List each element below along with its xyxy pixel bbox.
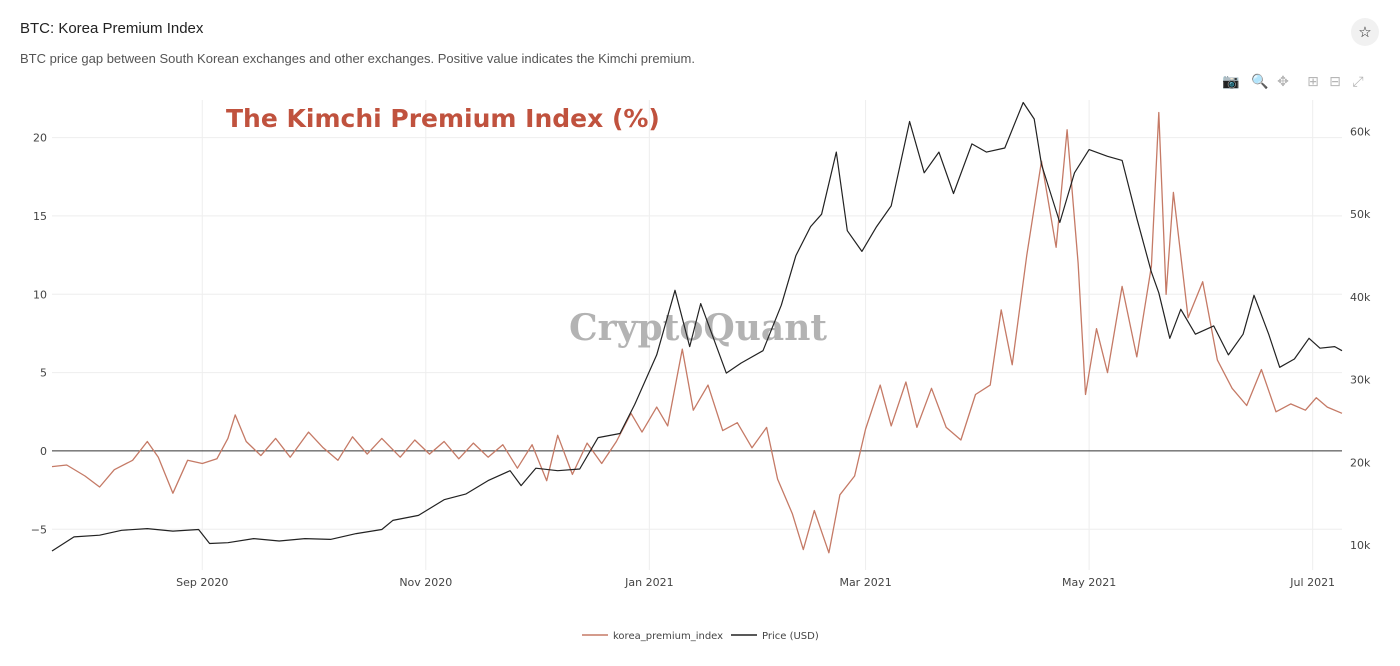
x-tick-label: Jul 2021 [1289, 576, 1335, 589]
x-tick-label: Sep 2020 [176, 576, 228, 589]
y-axis-left: 20 15 10 5 0 −5 [31, 132, 47, 537]
autoscale-icon[interactable]: ⤢ [1352, 72, 1364, 89]
y-axis-right: 60k 50k 40k 30k 20k 10k [1350, 125, 1371, 552]
chart-annotation: The Kimchi Premium Index (%) [226, 104, 660, 133]
legend-item-premium[interactable]: korea_premium_index [613, 631, 723, 642]
legend[interactable]: korea_premium_index Price (USD) [582, 631, 819, 642]
y-right-tick-label: 50k [1350, 208, 1371, 221]
y-left-tick-label: −5 [31, 523, 47, 536]
y-left-tick-label: 15 [33, 210, 47, 223]
zoom-icon[interactable]: 🔍 [1251, 72, 1269, 89]
x-tick-label: Nov 2020 [399, 576, 452, 589]
y-right-tick-label: 40k [1350, 291, 1371, 304]
pan-icon[interactable]: ✥ [1277, 72, 1289, 89]
page-title: BTC: Korea Premium Index [20, 20, 204, 37]
y-right-tick-label: 30k [1350, 374, 1371, 387]
x-tick-label: May 2021 [1062, 576, 1116, 589]
grid-lines [52, 100, 1342, 570]
star-icon: ☆ [1358, 24, 1372, 41]
zoom-in-icon[interactable]: ⊞ [1307, 72, 1319, 89]
series-line-price [51, 101, 1343, 552]
y-left-tick-label: 0 [40, 445, 47, 458]
series-lines [51, 101, 1343, 554]
zoom-out-icon[interactable]: ⊟ [1329, 72, 1341, 89]
series-line-premium [51, 111, 1343, 554]
y-right-tick-label: 10k [1350, 539, 1371, 552]
y-left-tick-label: 20 [33, 132, 47, 145]
y-left-tick-label: 5 [40, 367, 47, 380]
legend-item-price[interactable]: Price (USD) [762, 631, 819, 642]
x-tick-label: Jan 2021 [624, 576, 673, 589]
x-axis: Sep 2020 Nov 2020 Jan 2021 Mar 2021 May 2021… [176, 576, 1335, 589]
x-tick-label: Mar 2021 [839, 576, 891, 589]
page-subtitle: BTC price gap between South Korean excha… [20, 51, 695, 66]
favorite-button[interactable]: ☆ [1351, 18, 1379, 46]
y-right-tick-label: 60k [1350, 125, 1371, 138]
y-left-tick-label: 10 [33, 288, 47, 301]
y-right-tick-label: 20k [1350, 456, 1371, 469]
camera-icon[interactable]: 📷 [1222, 72, 1240, 89]
